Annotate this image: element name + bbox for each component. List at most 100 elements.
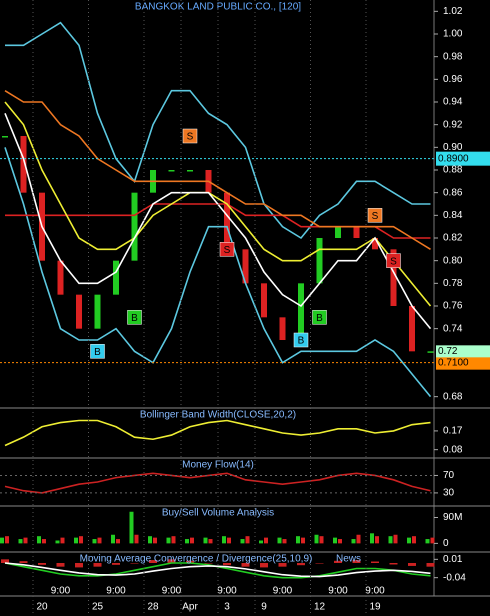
histogram-bar	[204, 563, 213, 564]
histogram-bar	[260, 563, 268, 568]
x-day-label: 12	[314, 602, 326, 613]
volume-bar	[222, 536, 226, 544]
histogram-bar	[352, 560, 361, 563]
last-price-label: 0.72	[438, 346, 458, 357]
volume-bar	[407, 537, 411, 544]
signal-box	[90, 344, 105, 359]
histogram-bar	[149, 560, 157, 563]
signal-box	[386, 253, 401, 268]
x-tick-label: 9:00	[51, 586, 71, 597]
volume-bar	[5, 536, 9, 544]
y-tick-label: 0.17	[443, 426, 463, 437]
x-day-label: 19	[369, 602, 381, 613]
candle	[168, 170, 175, 172]
volume-bar	[227, 537, 231, 544]
candle	[335, 226, 341, 238]
y-tick-label: 0.86	[443, 187, 463, 198]
histogram-bar	[56, 563, 65, 567]
volume-bar	[296, 536, 300, 544]
volume-bar	[393, 534, 398, 544]
volume-bar	[148, 536, 152, 544]
series-line	[4, 147, 432, 398]
volume-bar	[388, 536, 393, 544]
volume-bar	[74, 537, 78, 544]
volume-bar	[166, 537, 171, 544]
volume-bar	[42, 539, 46, 544]
volume-bar	[425, 539, 430, 544]
panel-title: BANGKOK LAND PUBLIC CO., [120]	[135, 2, 301, 13]
candle	[353, 226, 360, 238]
signal-label: B	[131, 313, 138, 324]
signal-label: S	[187, 132, 194, 143]
x-day-label: 20	[36, 602, 48, 613]
x-day-label: 3	[224, 602, 230, 613]
histogram-bar	[130, 563, 139, 564]
y-tick-label: 0.76	[443, 301, 463, 312]
volume-bar	[203, 537, 208, 544]
volume-bar	[314, 534, 319, 544]
x-day-label: 25	[92, 602, 104, 613]
volume-bar	[190, 537, 194, 544]
candle	[409, 306, 415, 352]
histogram-bar	[19, 561, 28, 563]
y-tick-label: 0	[443, 538, 449, 549]
candle	[20, 136, 27, 193]
candle	[2, 136, 8, 138]
y-tick-label: 0.08	[443, 444, 463, 455]
histogram-bar	[1, 559, 9, 563]
series-line	[5, 21, 431, 240]
candle	[76, 294, 82, 329]
y-tick-label: 30	[443, 488, 455, 499]
y-tick-label: 0.01	[443, 554, 463, 565]
volume-bar	[37, 536, 41, 544]
signal-box	[182, 128, 198, 144]
y-tick-label: 0.80	[443, 255, 463, 266]
volume-bar	[338, 539, 342, 544]
signal-label: B	[316, 313, 323, 324]
y-tick-label: 90M	[443, 512, 462, 523]
volume-bar	[116, 539, 120, 544]
candle	[316, 238, 323, 284]
panel-title: Bollinger Band Width(CLOSE,20,2)	[140, 410, 296, 421]
signal-box	[312, 310, 327, 325]
histogram-bar	[186, 560, 194, 563]
candle	[242, 249, 249, 284]
histogram-bar	[334, 560, 342, 563]
candle	[187, 170, 193, 172]
volume-bar	[430, 537, 435, 544]
x-tick-label: 9:00	[365, 586, 385, 597]
histogram-bar	[223, 563, 231, 566]
candle	[279, 317, 286, 340]
y-tick-label: 0.96	[443, 74, 463, 85]
volume-bar	[0, 537, 4, 544]
volume-bar	[97, 537, 102, 544]
x-day-label: Apr	[182, 602, 198, 613]
volume-bar	[333, 537, 337, 544]
histogram-bar	[426, 563, 435, 567]
volume-bar	[370, 533, 374, 544]
candle	[427, 351, 434, 353]
series-line	[4, 89, 431, 251]
volume-bar	[92, 539, 97, 544]
x-tick-label: 9:00	[162, 586, 182, 597]
volume-bar	[259, 540, 263, 544]
histogram-bar	[408, 563, 416, 566]
candle	[131, 192, 138, 261]
candle	[261, 283, 267, 318]
signal-box	[367, 208, 383, 223]
price-box-label: 0.7100	[438, 357, 469, 368]
histogram-bar	[75, 563, 83, 568]
x-tick-label: 9:00	[217, 586, 237, 597]
histogram-bar	[278, 563, 287, 567]
volume-bar	[282, 539, 287, 544]
signal-box	[293, 332, 309, 348]
volume-bar	[375, 536, 379, 544]
candle	[372, 238, 378, 250]
histogram-bar	[93, 563, 102, 567]
series-line	[4, 419, 431, 447]
y-tick-label: 0.98	[443, 51, 463, 62]
volume-bar	[129, 511, 134, 544]
